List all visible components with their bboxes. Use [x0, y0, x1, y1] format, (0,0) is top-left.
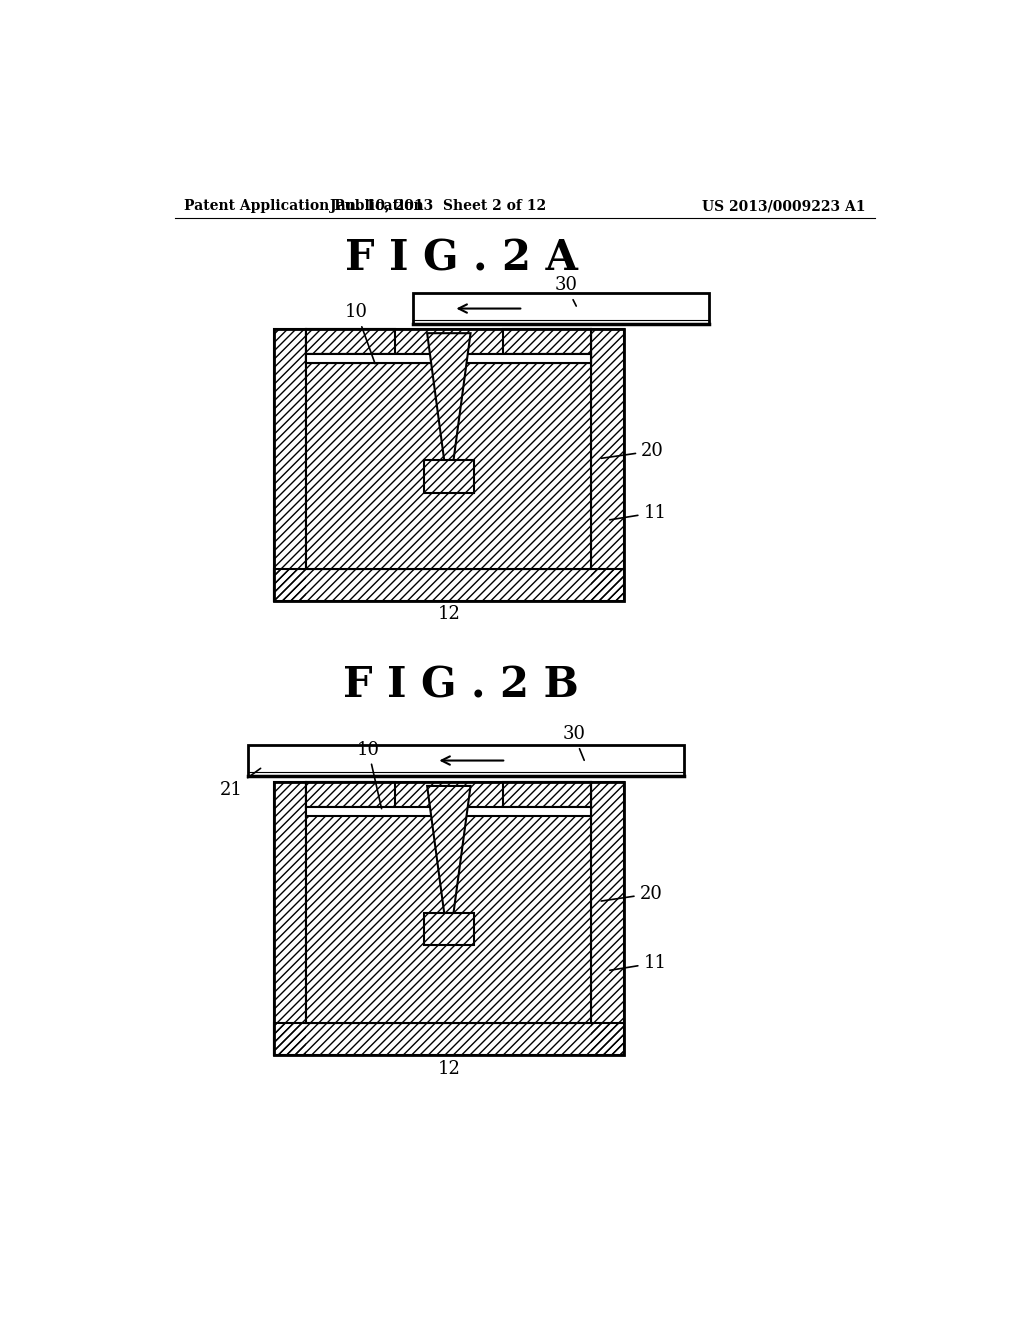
Bar: [306, 330, 592, 569]
Text: 21: 21: [220, 768, 260, 799]
Text: F I G . 2 B: F I G . 2 B: [343, 665, 580, 706]
Bar: [414, 293, 710, 323]
Bar: [273, 781, 624, 1056]
Bar: [592, 781, 624, 1056]
Bar: [273, 569, 624, 601]
Text: 11: 11: [609, 954, 667, 972]
Bar: [306, 781, 394, 807]
Bar: [503, 330, 592, 354]
Text: US 2013/0009223 A1: US 2013/0009223 A1: [702, 199, 866, 213]
Bar: [248, 744, 684, 776]
Bar: [503, 781, 592, 807]
Bar: [273, 781, 306, 1056]
Bar: [273, 330, 306, 601]
Bar: [592, 781, 624, 1056]
Polygon shape: [427, 333, 471, 461]
Bar: [306, 330, 394, 354]
Bar: [273, 1023, 624, 1056]
Text: Jan. 10, 2013  Sheet 2 of 12: Jan. 10, 2013 Sheet 2 of 12: [330, 199, 546, 213]
Bar: [306, 781, 394, 807]
Bar: [592, 330, 624, 601]
Text: 12: 12: [437, 1060, 460, 1077]
Bar: [306, 354, 592, 363]
Text: 12: 12: [437, 606, 460, 623]
Bar: [306, 781, 592, 1023]
Text: 20: 20: [601, 442, 664, 459]
Polygon shape: [427, 785, 471, 913]
Bar: [273, 330, 306, 601]
Bar: [306, 330, 394, 354]
Text: F I G . 2 A: F I G . 2 A: [345, 238, 578, 280]
Bar: [306, 807, 592, 816]
Bar: [273, 569, 624, 601]
Text: 30: 30: [554, 276, 578, 306]
Bar: [424, 913, 474, 945]
Bar: [306, 781, 592, 1023]
Bar: [424, 913, 474, 945]
Text: Patent Application Publication: Patent Application Publication: [183, 199, 424, 213]
Bar: [273, 781, 306, 1056]
Bar: [306, 354, 592, 363]
Bar: [273, 1023, 624, 1056]
Bar: [424, 461, 474, 492]
Text: 10: 10: [345, 304, 375, 364]
Text: 30: 30: [562, 726, 585, 760]
Bar: [306, 330, 592, 569]
Text: 10: 10: [356, 741, 382, 809]
Text: 20: 20: [601, 884, 663, 903]
Bar: [424, 461, 474, 492]
Bar: [592, 330, 624, 601]
Bar: [503, 330, 592, 354]
Bar: [273, 330, 624, 601]
Bar: [306, 354, 592, 363]
Bar: [503, 781, 592, 807]
Text: 11: 11: [609, 504, 667, 521]
